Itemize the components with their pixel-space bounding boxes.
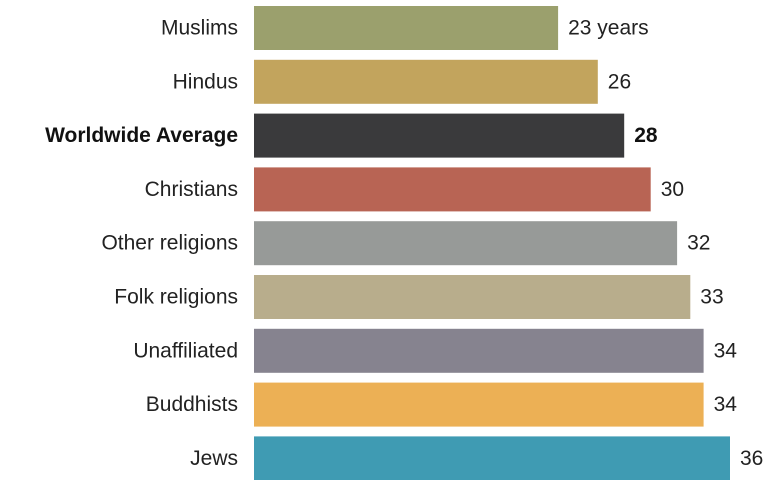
bar-other-religions [254,221,678,266]
category-label-muslims: Muslims [161,17,238,40]
bar-christians [254,167,651,212]
bar-folk-religions [254,275,691,319]
value-label-worldwide-average: 28 [634,124,658,147]
bar-jews [254,436,730,480]
bars-layer [254,6,730,480]
category-label-hindus: Hindus [173,70,238,93]
category-label-folk-religions: Folk religions [114,286,238,309]
value-label-muslims: 23 years [568,17,649,40]
category-label-christians: Christians [145,178,238,201]
category-labels-layer: Muslims Hindus Worldwide Average Christians… [45,17,238,470]
category-label-worldwide-average: Worldwide Average [45,124,238,147]
bar-unaffiliated [254,328,704,373]
value-label-christians: 30 [661,178,684,201]
bar-muslims [254,6,559,50]
value-label-hindus: 26 [608,70,631,93]
value-label-buddhists: 34 [714,393,738,416]
bar-hindus [254,59,598,104]
category-label-other-religions: Other religions [101,232,238,255]
bar-worldwide-average [254,113,625,158]
category-label-jews: Jews [190,447,238,470]
bar-buddhists [254,382,704,427]
category-label-unaffiliated: Unaffiliated [133,339,238,362]
value-labels-layer: 23 years 26 28 30 32 33 34 34 36 [568,17,763,470]
value-label-jews: 36 [740,447,763,470]
value-label-other-religions: 32 [687,232,710,255]
value-label-folk-religions: 33 [700,286,723,309]
value-label-unaffiliated: 34 [714,339,738,362]
category-label-buddhists: Buddhists [146,393,238,416]
